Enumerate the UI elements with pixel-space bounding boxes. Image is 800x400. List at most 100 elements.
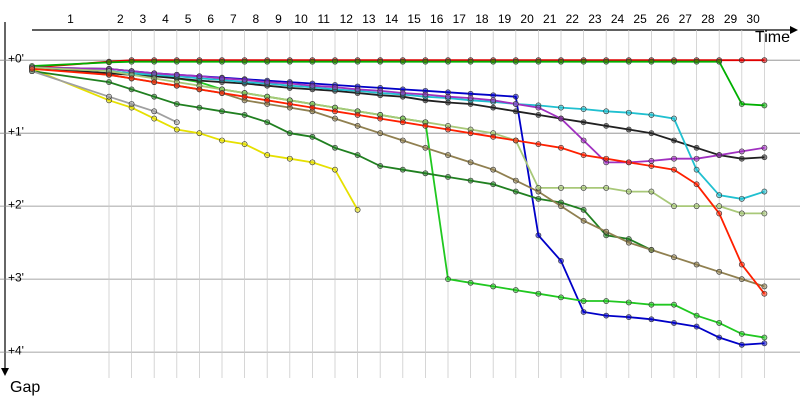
point xyxy=(671,320,677,326)
point xyxy=(422,144,429,151)
point xyxy=(671,203,677,210)
point xyxy=(106,59,112,66)
point xyxy=(558,144,564,151)
x-tick-label: 13 xyxy=(362,12,376,26)
y-tick-label: +4' xyxy=(8,343,24,357)
point xyxy=(354,152,361,158)
point xyxy=(377,58,384,65)
point xyxy=(603,185,610,191)
point xyxy=(580,106,587,112)
point xyxy=(219,58,225,65)
point xyxy=(625,58,632,65)
point xyxy=(603,108,610,115)
point xyxy=(467,58,474,65)
point xyxy=(671,58,677,65)
point xyxy=(196,86,203,93)
point xyxy=(761,290,768,297)
point xyxy=(671,137,677,144)
point xyxy=(422,58,429,65)
x-tick-label: 18 xyxy=(475,12,489,26)
point xyxy=(671,115,677,122)
point xyxy=(693,181,700,188)
point xyxy=(219,90,225,96)
point xyxy=(173,119,180,126)
point xyxy=(535,58,542,65)
point xyxy=(467,130,474,137)
point xyxy=(241,58,248,65)
point xyxy=(151,70,158,77)
point xyxy=(490,181,497,188)
point xyxy=(399,166,406,173)
point xyxy=(196,104,203,111)
series-line xyxy=(31,60,765,107)
point xyxy=(535,195,542,202)
point xyxy=(603,58,610,65)
point xyxy=(671,166,677,173)
point xyxy=(377,130,384,137)
point xyxy=(535,232,542,239)
point xyxy=(558,257,564,264)
point xyxy=(128,101,135,107)
x-tick-label: 11 xyxy=(317,12,330,26)
x-tick-label: 27 xyxy=(679,12,693,26)
point xyxy=(580,309,587,315)
x-tick-label: 29 xyxy=(724,12,738,26)
point xyxy=(512,177,519,184)
point xyxy=(354,206,361,213)
point xyxy=(354,86,361,93)
point xyxy=(558,104,564,111)
x-tick-label: 28 xyxy=(701,12,715,26)
series-line xyxy=(31,70,652,251)
y-axis-label: Gap xyxy=(10,379,40,396)
x-tick-label: 30 xyxy=(746,12,760,26)
point xyxy=(738,261,745,268)
point xyxy=(490,166,497,173)
point xyxy=(106,79,112,85)
series-line xyxy=(31,66,765,288)
point xyxy=(558,294,564,301)
point xyxy=(603,312,610,319)
x-tick-label: 9 xyxy=(275,12,282,26)
point xyxy=(716,203,723,210)
point xyxy=(671,155,677,162)
point xyxy=(354,58,361,65)
point xyxy=(738,57,745,64)
point xyxy=(445,276,451,283)
point xyxy=(173,101,180,107)
point xyxy=(648,130,655,137)
point xyxy=(422,170,429,177)
point xyxy=(761,340,768,347)
point xyxy=(648,158,655,164)
point xyxy=(738,341,745,348)
point xyxy=(286,155,293,162)
point xyxy=(490,133,497,140)
point xyxy=(625,314,632,320)
point xyxy=(286,130,293,137)
point xyxy=(625,126,632,133)
point xyxy=(761,102,768,109)
point xyxy=(512,137,519,144)
x-tick-label: 7 xyxy=(230,12,237,26)
point xyxy=(264,152,271,158)
point xyxy=(196,130,203,137)
point xyxy=(512,101,519,107)
point xyxy=(286,80,293,87)
point xyxy=(716,210,723,217)
point xyxy=(512,108,519,115)
point xyxy=(309,58,316,65)
point xyxy=(671,301,677,308)
point xyxy=(332,144,338,151)
point xyxy=(558,115,564,122)
point xyxy=(490,92,497,99)
x-tick-label: 15 xyxy=(407,12,421,26)
point xyxy=(264,97,271,104)
point xyxy=(399,137,406,144)
point xyxy=(535,104,542,111)
point xyxy=(377,163,384,169)
point xyxy=(332,115,338,122)
point xyxy=(309,133,316,140)
point xyxy=(535,290,542,297)
x-arrow-head xyxy=(790,26,798,34)
x-tick-label: 8 xyxy=(253,12,260,26)
x-tick-label: 24 xyxy=(611,12,625,26)
